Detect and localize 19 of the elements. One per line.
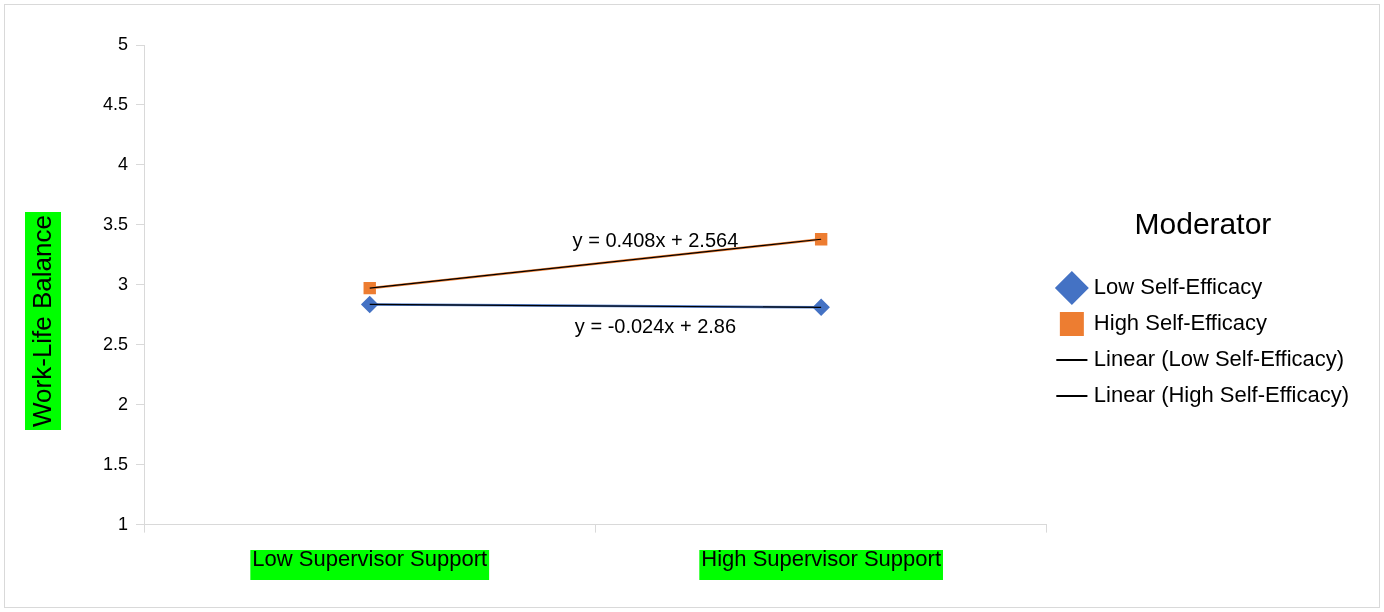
y-tick-label: 4.5 — [102, 93, 129, 114]
x-tick-label: High Supervisor Support — [701, 545, 941, 571]
legend-label: Linear (High Self-Efficacy) — [1093, 382, 1349, 408]
legend-label: High Self-Efficacy — [1093, 310, 1268, 336]
y-tick-label: 3 — [118, 273, 129, 294]
y-tick-label: 1 — [118, 513, 129, 534]
annotation: y = 0.408x + 2.564 — [572, 229, 739, 252]
x-tick-label: Low Supervisor Support — [252, 545, 488, 571]
legend-title: Moderator — [1134, 207, 1272, 241]
y-tick-label: 1.5 — [102, 453, 129, 474]
y-axis-title: Work-Life Balance — [27, 215, 58, 427]
legend-label: Low Self-Efficacy — [1093, 274, 1263, 300]
annotation: y = -0.024x + 2.86 — [574, 315, 737, 338]
y-tick-label: 2 — [118, 393, 129, 414]
legend-label: Linear (Low Self-Efficacy) — [1093, 346, 1345, 372]
y-tick-label: 3.5 — [102, 213, 129, 234]
y-tick-label: 2.5 — [102, 333, 129, 354]
y-tick-label: 4 — [118, 153, 129, 174]
y-tick-label: 5 — [118, 33, 129, 54]
